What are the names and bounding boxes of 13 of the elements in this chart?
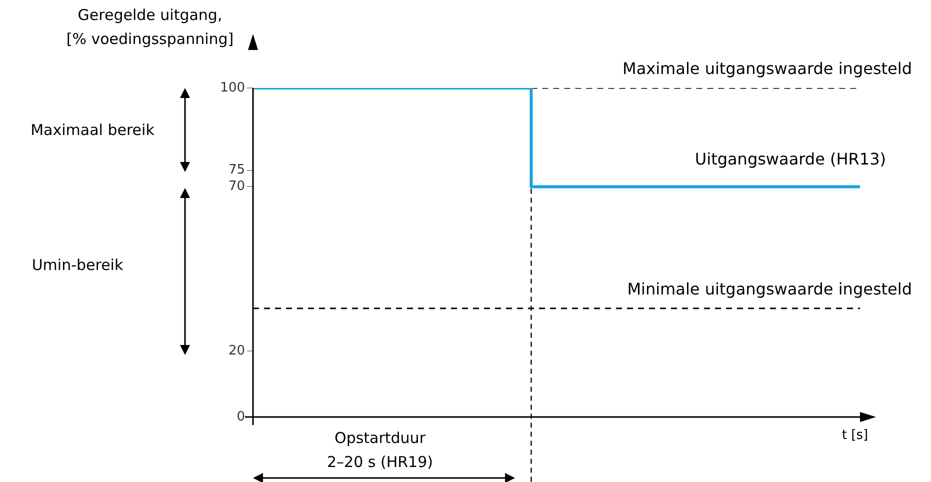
- y-tick-label: 100: [220, 80, 245, 96]
- x-axis-title: t [s]: [842, 428, 868, 443]
- y-tick-label: 75: [228, 162, 245, 178]
- y-tick-label: 70: [228, 179, 245, 194]
- series-label: Uitgangswaarde (HR13): [694, 150, 886, 169]
- text: Opstartduur 2–20 s (HR19): [326, 428, 434, 473]
- y-tick-label: 0: [236, 409, 245, 424]
- y-tick-label: 20: [228, 344, 245, 359]
- text: Maximaal bereik: [30, 120, 156, 141]
- y-axis-title: Geregelde uitgang, [% voedingsspanning]: [66, 6, 234, 48]
- text: Umin-bereik: [30, 255, 124, 276]
- series-label: Maximale uitgangswaarde ingesteld: [622, 59, 912, 78]
- series-label: Minimale uitgangswaarde ingesteld: [627, 279, 912, 298]
